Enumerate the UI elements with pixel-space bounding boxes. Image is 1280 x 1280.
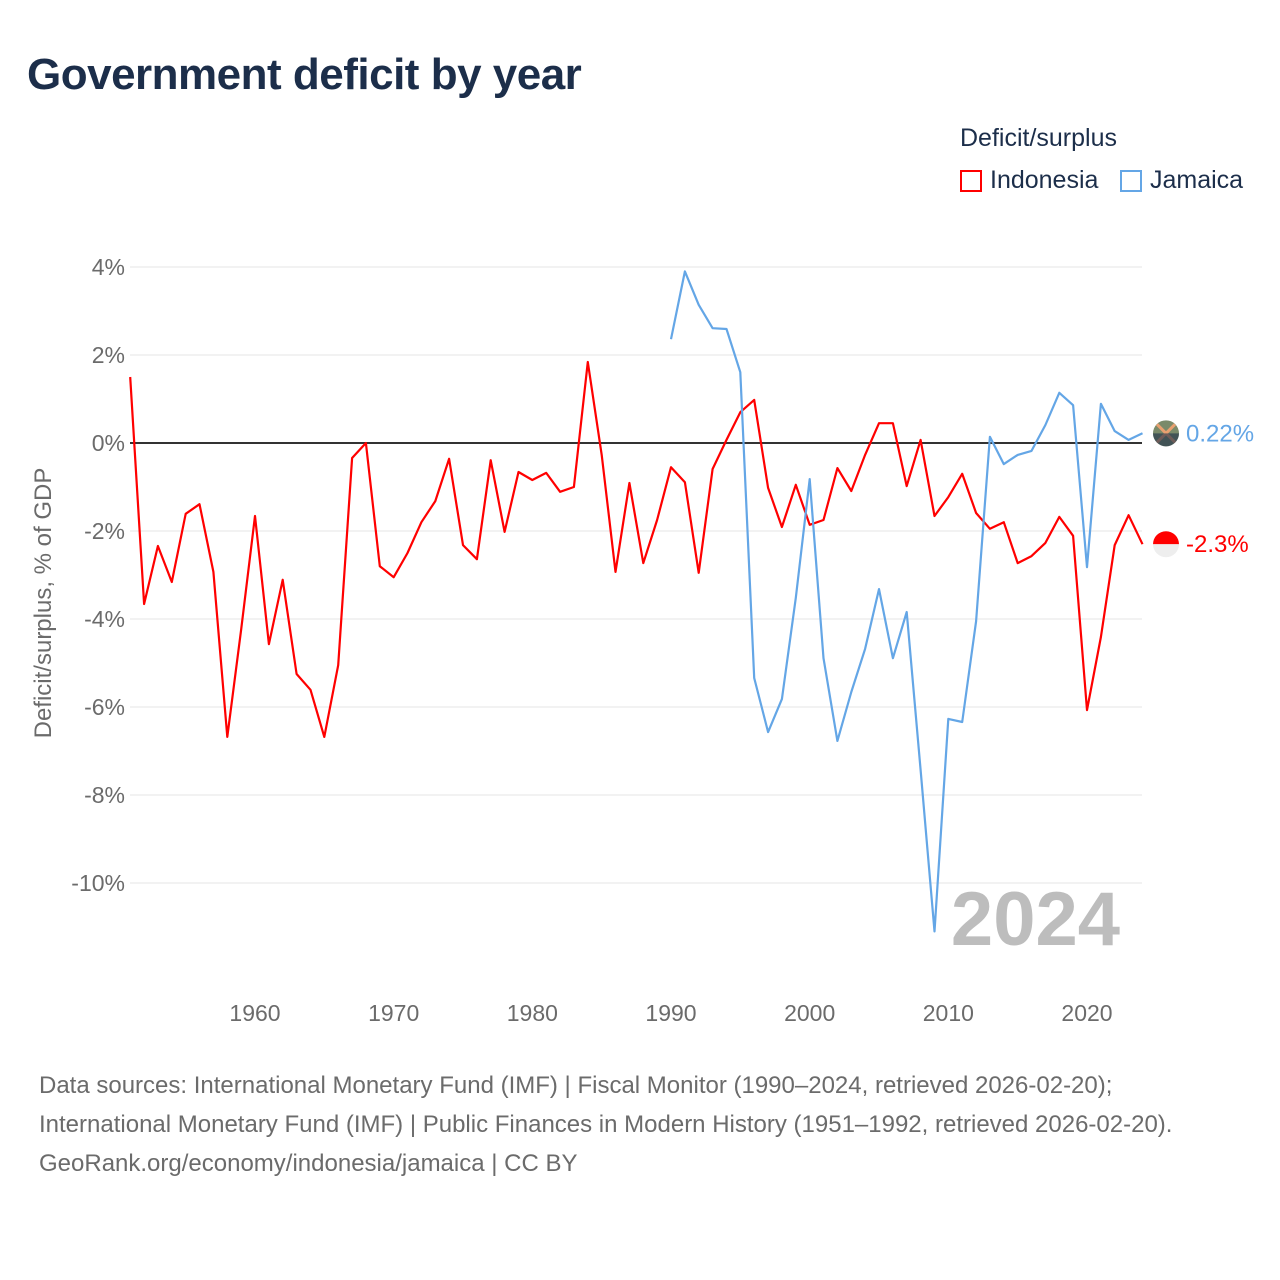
legend-title: Deficit/surplus [960,124,1117,152]
x-tick-label: 1990 [645,1000,696,1026]
year-overlay: 2024 [951,877,1120,962]
series-line-jamaica[interactable] [669,270,1143,933]
legend-item-indonesia[interactable]: Indonesia [960,166,1098,195]
legend-swatch-indonesia [960,169,982,192]
credit-link[interactable]: GeoRank.org/economy/indonesia/jamaica | … [39,1150,578,1177]
x-tick-label: 2000 [784,1000,835,1026]
end-label-jamaica: 0.22% [1186,420,1254,447]
y-tick-label: -8% [84,782,125,808]
y-tick-label: -4% [84,606,125,632]
legend-swatch-jamaica [1120,169,1142,192]
end-label-indonesia: -2.3% [1186,531,1249,558]
jamaica-flag-icon [1153,420,1179,447]
y-axis-label: Deficit/surplus, % of GDP [30,468,57,739]
chart-title: Government deficit by year [27,50,582,99]
y-tick-label: -10% [71,870,125,896]
footer: Data sources: International Monetary Fun… [39,1066,1239,1183]
legend-item-jamaica[interactable]: Jamaica [1120,166,1243,195]
x-tick-label: 2010 [923,1000,974,1026]
x-tick-label: 2020 [1061,1000,1112,1026]
y-tick-label: 4% [92,254,125,280]
data-sources: Data sources: International Monetary Fun… [39,1072,1173,1138]
y-tick-label: 2% [92,342,125,368]
x-tick-label: 1960 [229,1000,280,1026]
legend-label: Jamaica [1150,166,1244,194]
series-line-indonesia[interactable] [129,360,1144,739]
legend-label: Indonesia [990,166,1099,194]
y-tick-label: 0% [92,430,125,456]
y-tick-label: -2% [84,518,125,544]
indonesia-flag-icon [1153,531,1179,558]
x-tick-label: 1970 [368,1000,419,1026]
x-tick-label: 1980 [507,1000,558,1026]
y-tick-label: -6% [84,694,125,720]
